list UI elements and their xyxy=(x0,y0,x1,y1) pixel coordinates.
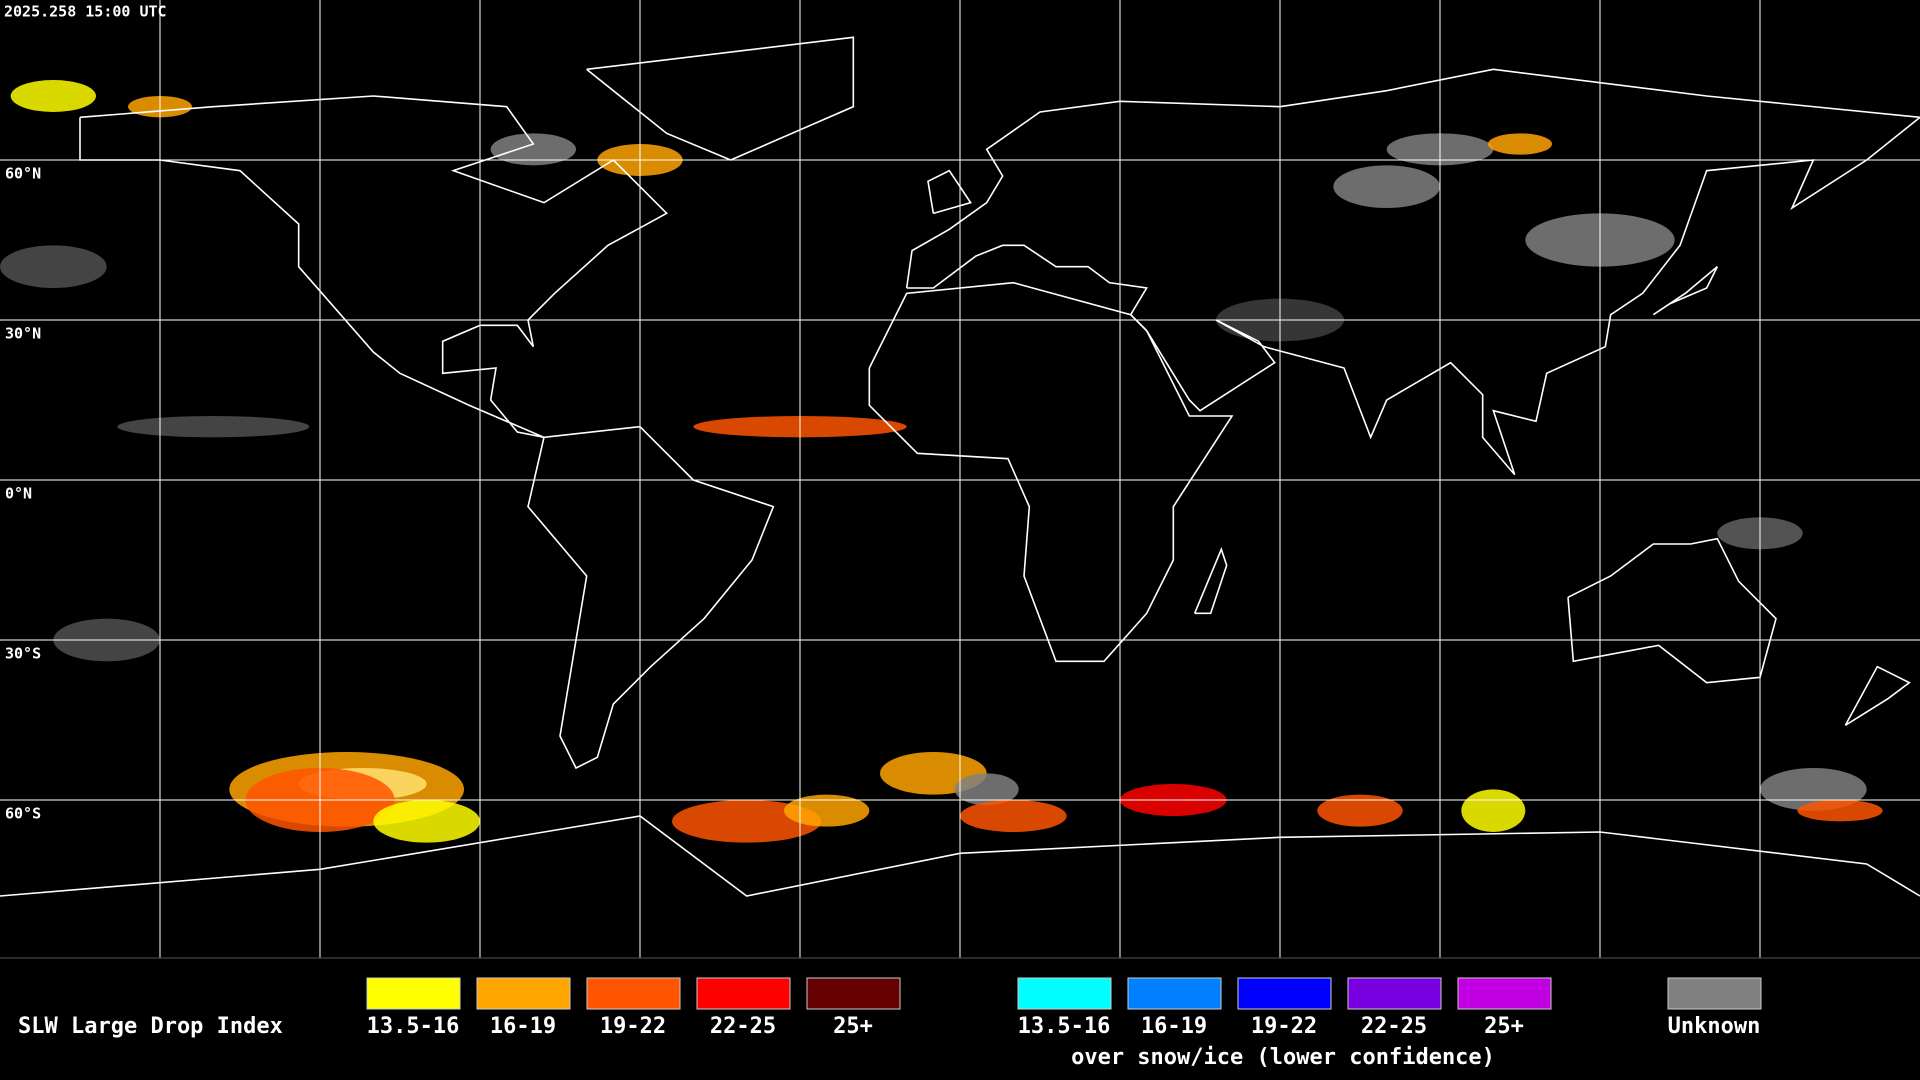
latitude-label: 0°N xyxy=(5,485,32,503)
legend-swatch-label: 25+ xyxy=(833,1014,873,1039)
snow-caption: over snow/ice (lower confidence) xyxy=(1071,1045,1495,1070)
graticule xyxy=(0,0,1920,958)
cloud xyxy=(1461,789,1526,833)
timestamp: 2025.258 15:00 UTC xyxy=(4,3,167,21)
cloud xyxy=(10,80,96,112)
legend-title: SLW Large Drop Index xyxy=(18,1014,283,1039)
coastline xyxy=(527,425,775,770)
cloud xyxy=(1317,794,1403,827)
latitude-label: 30°N xyxy=(5,325,41,343)
snow-swatch xyxy=(1347,977,1442,1010)
coastline xyxy=(1193,547,1228,615)
coastline xyxy=(1844,665,1911,727)
snow-swatch-label: 22-25 xyxy=(1361,1014,1427,1039)
snow-swatch xyxy=(1457,977,1552,1010)
cloud xyxy=(1488,133,1552,155)
cloud xyxy=(784,794,870,827)
coastline xyxy=(1652,266,1719,316)
latitude-label: 60°N xyxy=(5,165,41,183)
coastline xyxy=(1567,537,1777,684)
cloud xyxy=(117,416,310,438)
latitude-label: 60°S xyxy=(5,805,41,823)
coastline xyxy=(927,169,972,215)
coastline xyxy=(79,95,668,439)
cloud xyxy=(672,800,822,843)
legend-swatch xyxy=(696,977,791,1010)
cloud xyxy=(490,133,576,166)
legend-swatch-label: 16-19 xyxy=(490,1014,556,1039)
cloud xyxy=(0,245,107,288)
snow-swatch-label: 16-19 xyxy=(1141,1014,1207,1039)
legend-swatch xyxy=(476,977,571,1010)
cloud xyxy=(960,800,1067,832)
legend-swatch-label: 19-22 xyxy=(600,1014,666,1039)
snow-swatch xyxy=(1127,977,1222,1010)
latitude-label: 30°S xyxy=(5,645,41,663)
legend-swatch xyxy=(366,977,461,1010)
snow-swatch-label: 19-22 xyxy=(1251,1014,1317,1039)
snow-swatch xyxy=(1237,977,1332,1010)
snow-swatch xyxy=(1017,977,1112,1010)
coastline xyxy=(905,68,1920,476)
snow-swatch-label: 25+ xyxy=(1484,1014,1524,1039)
snow-swatch-label: 13.5-16 xyxy=(1018,1014,1111,1039)
coastline xyxy=(586,36,855,161)
legend-swatch-label: 13.5-16 xyxy=(367,1014,460,1039)
unknown-swatch xyxy=(1667,977,1762,1010)
coastline xyxy=(868,281,1234,663)
cloud xyxy=(373,800,480,843)
cloud xyxy=(954,773,1019,806)
legend-swatch-label: 22-25 xyxy=(710,1014,776,1039)
unknown-swatch-label: Unknown xyxy=(1668,1014,1761,1039)
legend-swatch xyxy=(806,977,901,1010)
cloud xyxy=(1797,800,1883,822)
legend-swatch xyxy=(586,977,681,1010)
cloud xyxy=(1333,165,1440,209)
